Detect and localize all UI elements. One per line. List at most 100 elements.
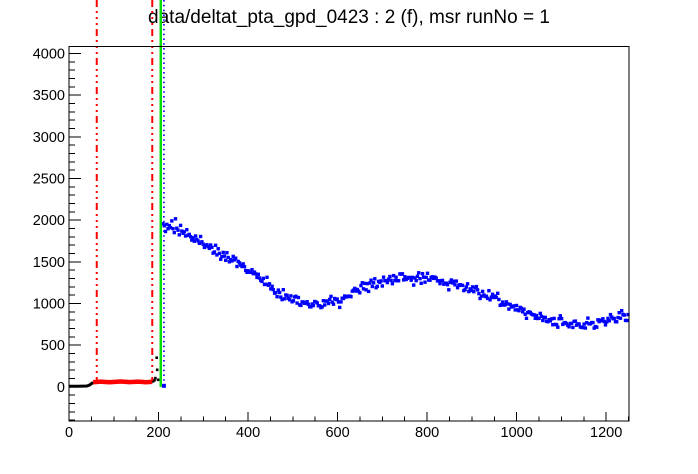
- data-point: [569, 321, 574, 326]
- data-point: [415, 274, 420, 278]
- data-point: [506, 302, 510, 306]
- data-point: [558, 314, 562, 318]
- data-point: [295, 301, 299, 305]
- data-point: [384, 279, 388, 283]
- x-tick-label: 800: [415, 425, 439, 441]
- data-point: [391, 273, 396, 278]
- data-point: [173, 217, 178, 221]
- data-point: [477, 291, 481, 296]
- data-point: [501, 300, 505, 304]
- x-axis: 0 200 400 600 800 1000 1200: [65, 412, 630, 441]
- data-point: [485, 296, 490, 301]
- data-point: [201, 242, 205, 246]
- data-point: [281, 288, 285, 292]
- data-point: [508, 302, 512, 307]
- data-point: [207, 246, 212, 251]
- y-tick-label: 500: [41, 338, 65, 354]
- data-point: [414, 278, 418, 283]
- data-point: [244, 268, 248, 273]
- data-point: [192, 239, 196, 243]
- data-point: [390, 282, 395, 286]
- data-point: [581, 325, 585, 330]
- data-point: [178, 223, 183, 228]
- data-point: [556, 325, 560, 329]
- data-point: [539, 314, 544, 318]
- data-point: [389, 278, 393, 283]
- data-point: [371, 281, 376, 285]
- series-line-background-window: [92, 379, 153, 385]
- data-point: [626, 312, 630, 317]
- data-point: [230, 259, 234, 263]
- data-point: [612, 316, 616, 321]
- data-point: [469, 288, 473, 293]
- data-point: [241, 262, 245, 266]
- series-background-window: [92, 379, 153, 385]
- data-point: [341, 296, 346, 301]
- data-point: [424, 275, 428, 280]
- data-point: [188, 235, 193, 239]
- data-point: [514, 303, 519, 308]
- data-point: [232, 258, 237, 262]
- data-point: [198, 234, 203, 239]
- data-point: [551, 323, 555, 327]
- data-point: [464, 285, 468, 289]
- data-point: [438, 281, 442, 286]
- data-point: [175, 226, 179, 230]
- data-point: [422, 275, 426, 279]
- data-point: [294, 294, 298, 298]
- data-point: [400, 272, 405, 276]
- data-point: [330, 300, 334, 304]
- data-point: [176, 228, 180, 232]
- data-point: [277, 290, 282, 295]
- y-axis: 0 500 1000 1500 2000 2500 3000 3500 4000: [33, 47, 81, 421]
- data-point: [375, 284, 379, 288]
- series-first-good-bin-point: [161, 383, 166, 388]
- data-point: [321, 299, 326, 303]
- data-point: [467, 289, 471, 294]
- data-point: [549, 317, 554, 321]
- data-point: [564, 321, 569, 326]
- data-point: [447, 288, 451, 292]
- data-point: [503, 303, 507, 307]
- data-point: [155, 368, 159, 372]
- data-point: [306, 302, 311, 307]
- data-point: [365, 281, 369, 286]
- data-point: [554, 323, 559, 327]
- data-point: [470, 285, 475, 289]
- data-point: [600, 319, 604, 323]
- data-point: [265, 275, 269, 279]
- data-point: [254, 272, 258, 276]
- data-point: [167, 223, 171, 228]
- data-point: [591, 320, 595, 325]
- data-point: [339, 300, 343, 304]
- data-point: [200, 240, 204, 244]
- data-point: [559, 316, 564, 321]
- data-point: [168, 225, 173, 230]
- data-point: [320, 305, 324, 309]
- data-point: [231, 254, 235, 259]
- data-point: [381, 275, 386, 279]
- data-point: [153, 378, 156, 382]
- data-point: [279, 295, 283, 299]
- data-point: [163, 229, 168, 234]
- data-point: [585, 321, 589, 325]
- data-point: [287, 298, 292, 302]
- y-tick-label: 4000: [33, 47, 65, 63]
- data-point: [296, 295, 301, 300]
- data-point: [264, 282, 268, 286]
- data-point: [305, 300, 309, 304]
- data-point: [440, 278, 445, 283]
- data-point: [280, 297, 284, 302]
- data-point: [154, 376, 157, 380]
- data-point: [393, 278, 397, 283]
- data-point: [240, 264, 244, 269]
- data-point: [463, 287, 467, 292]
- data-point: [546, 320, 550, 324]
- data-point: [363, 281, 367, 286]
- data-point: [366, 289, 371, 294]
- data-point: [537, 316, 541, 320]
- data-point: [156, 378, 160, 382]
- data-point: [603, 323, 608, 327]
- data-point: [170, 219, 174, 223]
- data-point: [425, 271, 430, 275]
